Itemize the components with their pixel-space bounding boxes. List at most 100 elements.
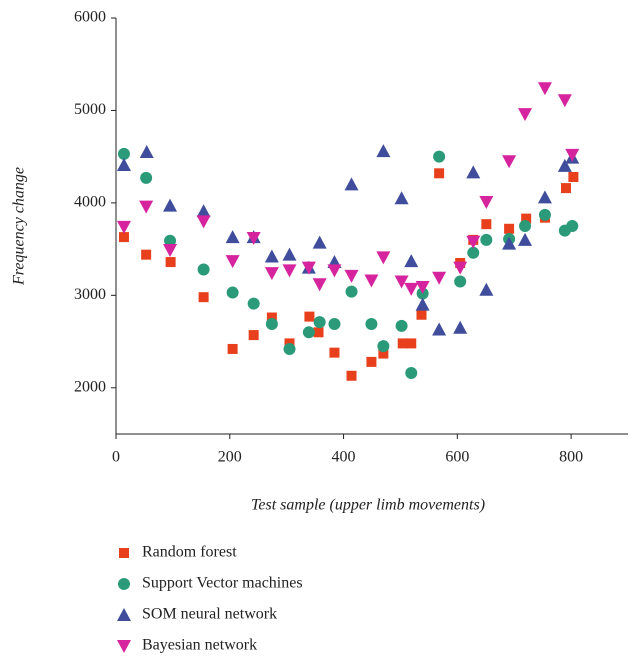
point xyxy=(406,338,417,349)
point xyxy=(479,195,494,209)
point xyxy=(196,215,211,229)
point xyxy=(116,220,131,234)
point xyxy=(196,204,211,218)
point xyxy=(327,264,342,278)
point xyxy=(467,246,480,259)
point xyxy=(197,263,210,276)
point xyxy=(557,158,572,172)
x-tick-label: 400 xyxy=(332,449,356,466)
y-tick-label: 4000 xyxy=(74,194,106,211)
point xyxy=(395,319,408,332)
legend-marker xyxy=(117,640,131,653)
point xyxy=(225,230,240,244)
point xyxy=(377,340,390,353)
point xyxy=(394,275,409,289)
point xyxy=(454,275,467,288)
y-tick-label: 2000 xyxy=(74,378,106,395)
point xyxy=(329,347,340,358)
point xyxy=(248,330,259,341)
point xyxy=(565,148,580,162)
point xyxy=(116,157,131,171)
point xyxy=(141,249,152,260)
point xyxy=(481,219,492,230)
point xyxy=(164,234,177,247)
point xyxy=(453,320,468,334)
point xyxy=(313,316,326,329)
point xyxy=(521,213,532,224)
point xyxy=(538,208,551,221)
x-tick-label: 0 xyxy=(112,449,120,466)
point xyxy=(480,233,493,246)
point xyxy=(568,172,579,183)
point xyxy=(346,370,357,381)
y-tick-label: 6000 xyxy=(74,9,106,26)
point xyxy=(246,232,261,246)
x-tick-label: 800 xyxy=(559,449,583,466)
point xyxy=(404,254,419,268)
point xyxy=(560,183,571,194)
point xyxy=(266,312,277,323)
point xyxy=(226,286,239,299)
point xyxy=(432,271,447,285)
y-axis-label: Frequency change xyxy=(11,167,28,286)
point xyxy=(312,278,327,292)
point xyxy=(416,309,427,320)
point xyxy=(264,249,279,263)
point xyxy=(139,145,154,159)
point xyxy=(566,220,579,232)
point xyxy=(434,168,445,179)
point xyxy=(378,348,389,359)
point xyxy=(518,232,533,246)
point xyxy=(344,177,359,191)
point xyxy=(364,274,379,288)
point xyxy=(537,190,552,204)
x-axis-label: Test sample (upper limb movements) xyxy=(251,497,485,514)
point xyxy=(265,317,278,330)
point xyxy=(518,108,533,122)
point xyxy=(376,144,391,158)
legend-label: Support Vector machines xyxy=(142,575,303,592)
point xyxy=(165,257,176,268)
point xyxy=(466,165,481,179)
point xyxy=(264,267,279,281)
point xyxy=(433,150,446,163)
point xyxy=(537,82,552,96)
point xyxy=(376,251,391,265)
legend-label: SOM neural network xyxy=(142,606,277,623)
point xyxy=(466,235,481,249)
point xyxy=(397,338,408,349)
point xyxy=(479,282,494,296)
legend-label: Random forest xyxy=(142,544,237,561)
point xyxy=(344,269,359,283)
point xyxy=(557,94,572,108)
point xyxy=(225,255,240,269)
point xyxy=(394,191,409,205)
point xyxy=(504,223,515,234)
legend-label: Bayesian network xyxy=(142,637,257,654)
point xyxy=(198,292,209,303)
y-tick-label: 3000 xyxy=(74,286,106,303)
point xyxy=(313,327,324,338)
point xyxy=(227,343,238,354)
point xyxy=(163,244,178,258)
point xyxy=(404,282,419,296)
point xyxy=(415,297,430,311)
legend-marker xyxy=(118,578,130,590)
point xyxy=(519,220,532,232)
point xyxy=(283,342,296,355)
point xyxy=(282,264,297,278)
point xyxy=(118,232,129,243)
point xyxy=(502,155,517,169)
point xyxy=(301,261,316,275)
point xyxy=(345,285,358,298)
point xyxy=(304,311,315,322)
point xyxy=(366,356,377,367)
point xyxy=(302,326,315,339)
point xyxy=(139,200,154,214)
legend-marker xyxy=(117,608,131,621)
point xyxy=(405,366,418,379)
point xyxy=(415,281,430,295)
point xyxy=(247,297,260,310)
point xyxy=(282,247,297,261)
y-tick-label: 5000 xyxy=(74,101,106,118)
